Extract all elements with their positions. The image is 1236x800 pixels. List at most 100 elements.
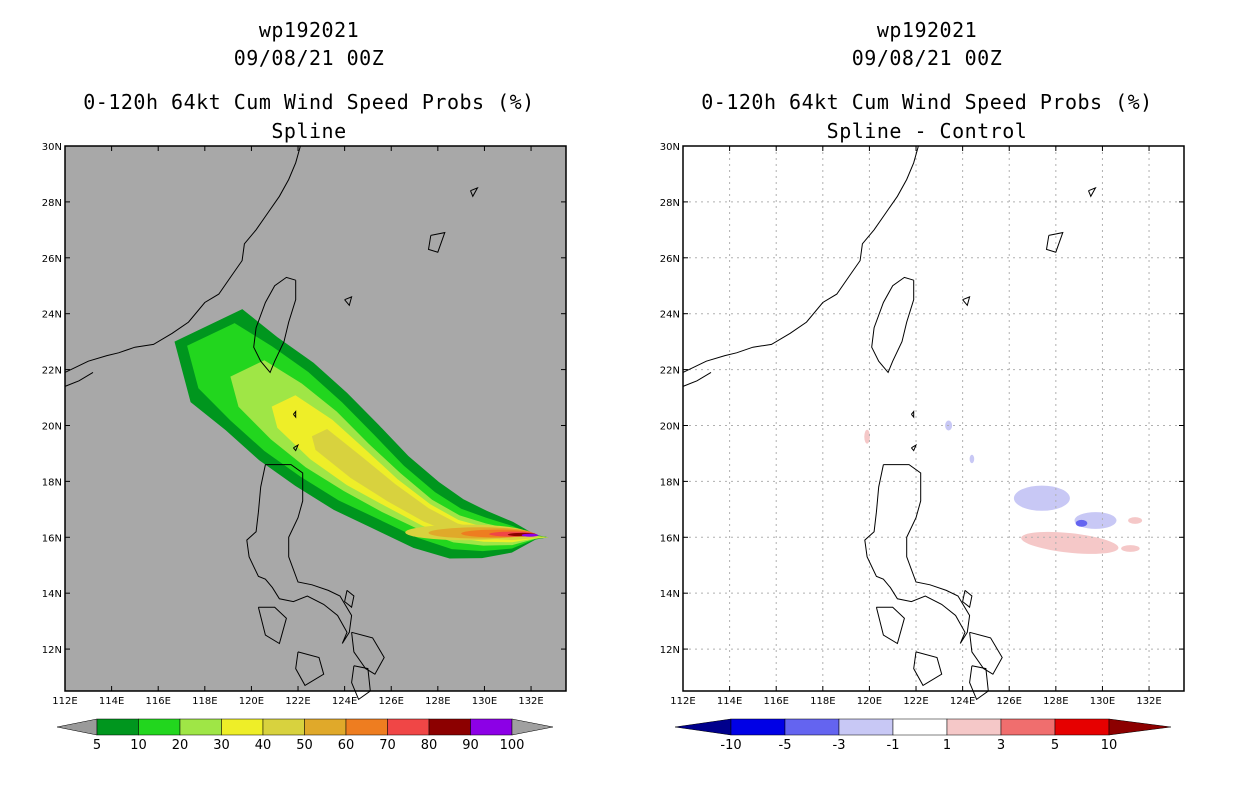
right-colorbar-swatch [784,718,840,736]
y-tick-label: 30N [42,142,62,153]
right-colorbar: -10 -5 -3 -1 1 3 5 10 [674,718,1172,753]
left-colorbar-label: 80 [421,738,438,753]
coastline-hainan_edge [64,371,94,387]
right-colorbar-label: -5 [779,738,792,753]
y-tick-label: 26N [660,254,680,265]
left-colorbar-swatch [387,718,430,736]
right-colorbar-label: -10 [720,738,741,753]
difference-area-positive [1128,517,1143,524]
y-tick-label: 14N [42,589,62,600]
y-tick-label: 30N [660,142,680,153]
right-colorbar-swatch [1054,718,1110,736]
core-band [521,533,539,537]
coastline-luzon [246,464,353,644]
y-tick-label: 20N [660,421,680,432]
left-colorbar-swatch [345,718,388,736]
left-colorbar-label: 100 [500,738,525,753]
right-colorbar-swatch [838,718,894,736]
right-colorbar-label: 10 [1101,738,1118,753]
difference-area-negative [1013,485,1070,511]
left-colorbar-label: 5 [93,738,101,753]
y-tick-label: 22N [42,366,62,377]
x-tick-label: 130E [472,696,497,707]
left-colorbar-swatch [304,718,347,736]
y-tick-label: 24N [42,310,62,321]
x-tick-label: 124E [332,696,357,707]
left-colorbar-swatch [428,718,471,736]
right-colorbar-label: 3 [997,738,1005,753]
y-tick-label: 12N [42,645,62,656]
left-colorbar-swatch [179,718,222,736]
x-tick-label: 116E [764,696,789,707]
probability-bands [174,309,549,559]
left-colorbar-swatch [262,718,305,736]
left-colorbar-swatch [470,718,513,736]
difference-areas [864,420,1143,554]
right-colorbar-label: -3 [833,738,846,753]
y-tick-label: 18N [42,477,62,488]
band-30pct [271,395,549,543]
left-colorbar-arrow-left [56,718,98,736]
difference-area-negative [969,454,975,464]
right-chart: 112E 114E 116E 118E 120E 122E 124E 126E 128E 130E… [660,142,1185,753]
left-colorbar-swatch [138,718,181,736]
coastline-leyte [351,665,371,701]
left-panel: wp192021 09/08/21 00Z 0-120h 64kt Cum Wi… [42,18,567,753]
x-tick-label: 118E [192,696,217,707]
coastlines [682,145,1097,701]
right-title-product: 0-120h 64kt Cum Wind Speed Probs (%) [701,90,1153,114]
coastline-ryukyu2 [1088,186,1097,198]
y-tick-label: 18N [660,477,680,488]
left-colorbar-label: 90 [462,738,479,753]
x-tick-label: 118E [810,696,835,707]
right-colorbar-swatch [892,718,948,736]
right-colorbar-swatch [946,718,1002,736]
coastline-taiwan [253,276,297,374]
left-colorbar-label: 50 [296,738,313,753]
right-colorbar-label: -1 [887,738,900,753]
x-tick-label: 120E [857,696,882,707]
right-title-storm: wp192021 [876,18,978,42]
x-tick-label: 128E [425,696,450,707]
y-tick-label: 14N [660,589,680,600]
coastline-samar [351,631,385,675]
coastline-babuyan [911,443,918,452]
coastline-ryukyu1 [427,231,446,253]
left-colorbar-label: 40 [255,738,272,753]
coastline-ryukyu2 [470,186,479,198]
y-tick-label: 28N [42,198,62,209]
y-tick-label: 16N [42,533,62,544]
coastline-mindoro [875,606,905,645]
y-tick-label: 16N [660,533,680,544]
coastline-panay [913,651,943,687]
coastline-china [682,145,919,373]
difference-area-positive [864,429,870,444]
band-40pct [311,429,549,541]
right-colorbar-label: 5 [1051,738,1059,753]
x-tick-label: 116E [146,696,171,707]
y-tick-label: 20N [42,421,62,432]
right-colorbar-swatch [730,718,786,736]
coastline-leyte [969,665,989,701]
left-colorbar-label: 20 [172,738,189,753]
coastline-hainan_edge [682,371,712,387]
left-colorbar-label: 30 [213,738,230,753]
left-title-method: Spline [271,119,347,143]
coastline-babuyan [293,443,300,452]
x-tick-label: 120E [239,696,264,707]
left-colorbar-label: 10 [130,738,147,753]
coastline-catanduanes [344,590,355,609]
right-colorbar-label: 1 [943,738,951,753]
x-tick-label: 130E [1090,696,1115,707]
x-tick-label: 112E [52,696,77,707]
axes: 112E 114E 116E 118E 120E 122E 124E 126E 128E 130E… [42,142,567,707]
left-colorbar-swatch [96,718,139,736]
x-tick-label: 114E [99,696,124,707]
x-tick-label: 114E [717,696,742,707]
plot-frame [64,145,567,692]
left-colorbar-label: 70 [379,738,396,753]
x-tick-label: 122E [285,696,310,707]
x-tick-label: 132E [1136,696,1161,707]
coastlines [64,145,479,701]
x-tick-label: 112E [670,696,695,707]
